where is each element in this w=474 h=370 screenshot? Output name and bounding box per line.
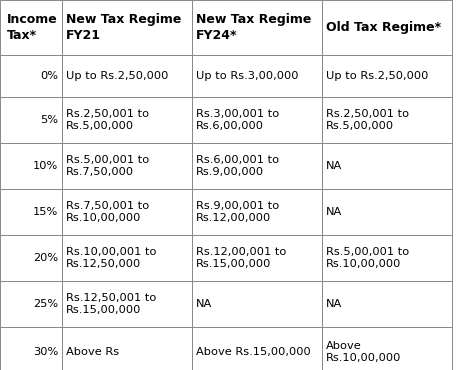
Bar	[0, 55, 62, 97]
Text: Old Tax Regime*: Old Tax Regime*	[326, 21, 441, 34]
Text: 0%: 0%	[40, 71, 58, 81]
Bar	[62, 327, 192, 370]
Bar	[0, 189, 62, 235]
Bar	[322, 327, 452, 370]
Text: NA: NA	[326, 207, 342, 217]
Text: Above
Rs.10,00,000: Above Rs.10,00,000	[326, 341, 401, 363]
Bar	[322, 281, 452, 327]
Bar	[322, 55, 452, 97]
Text: New Tax Regime
FY24*: New Tax Regime FY24*	[196, 13, 311, 42]
Text: 30%: 30%	[33, 347, 58, 357]
Bar	[192, 189, 322, 235]
Bar	[192, 0, 322, 55]
Bar	[0, 281, 62, 327]
Text: Above Rs: Above Rs	[66, 347, 119, 357]
Text: NA: NA	[326, 299, 342, 309]
Text: Up to Rs.3,00,000: Up to Rs.3,00,000	[196, 71, 299, 81]
Text: Rs.6,00,001 to
Rs.9,00,000: Rs.6,00,001 to Rs.9,00,000	[196, 155, 279, 177]
Text: 10%: 10%	[33, 161, 58, 171]
Bar	[322, 189, 452, 235]
Bar	[0, 327, 62, 370]
Text: Rs.12,50,001 to
Rs.15,00,000: Rs.12,50,001 to Rs.15,00,000	[66, 293, 156, 315]
Bar	[62, 97, 192, 143]
Bar	[62, 235, 192, 281]
Text: Up to Rs.2,50,000: Up to Rs.2,50,000	[66, 71, 168, 81]
Text: 25%: 25%	[33, 299, 58, 309]
Bar	[62, 189, 192, 235]
Text: Rs.3,00,001 to
Rs.6,00,000: Rs.3,00,001 to Rs.6,00,000	[196, 109, 279, 131]
Bar	[62, 143, 192, 189]
Bar	[322, 143, 452, 189]
Text: 20%: 20%	[33, 253, 58, 263]
Text: NA: NA	[326, 161, 342, 171]
Text: New Tax Regime
FY21: New Tax Regime FY21	[66, 13, 182, 42]
Text: Rs.10,00,001 to
Rs.12,50,000: Rs.10,00,001 to Rs.12,50,000	[66, 247, 156, 269]
Bar	[192, 327, 322, 370]
Text: Up to Rs.2,50,000: Up to Rs.2,50,000	[326, 71, 428, 81]
Text: 15%: 15%	[33, 207, 58, 217]
Bar	[192, 235, 322, 281]
Text: 5%: 5%	[40, 115, 58, 125]
Bar	[322, 0, 452, 55]
Text: Rs.2,50,001 to
Rs.5,00,000: Rs.2,50,001 to Rs.5,00,000	[66, 109, 149, 131]
Bar	[192, 97, 322, 143]
Text: Rs.12,00,001 to
Rs.15,00,000: Rs.12,00,001 to Rs.15,00,000	[196, 247, 286, 269]
Text: Rs.5,00,001 to
Rs.7,50,000: Rs.5,00,001 to Rs.7,50,000	[66, 155, 149, 177]
Bar	[192, 143, 322, 189]
Bar	[62, 281, 192, 327]
Text: Rs.9,00,001 to
Rs.12,00,000: Rs.9,00,001 to Rs.12,00,000	[196, 201, 279, 223]
Bar	[62, 0, 192, 55]
Bar	[192, 281, 322, 327]
Bar	[322, 235, 452, 281]
Bar	[0, 0, 62, 55]
Bar	[322, 97, 452, 143]
Text: Rs.2,50,001 to
Rs.5,00,000: Rs.2,50,001 to Rs.5,00,000	[326, 109, 409, 131]
Bar	[62, 55, 192, 97]
Bar	[0, 143, 62, 189]
Bar	[0, 235, 62, 281]
Text: Rs.5,00,001 to
Rs.10,00,000: Rs.5,00,001 to Rs.10,00,000	[326, 247, 409, 269]
Text: NA: NA	[196, 299, 212, 309]
Text: Above Rs.15,00,000: Above Rs.15,00,000	[196, 347, 311, 357]
Text: Income
Tax*: Income Tax*	[7, 13, 58, 42]
Text: Rs.7,50,001 to
Rs.10,00,000: Rs.7,50,001 to Rs.10,00,000	[66, 201, 149, 223]
Bar	[0, 97, 62, 143]
Bar	[192, 55, 322, 97]
